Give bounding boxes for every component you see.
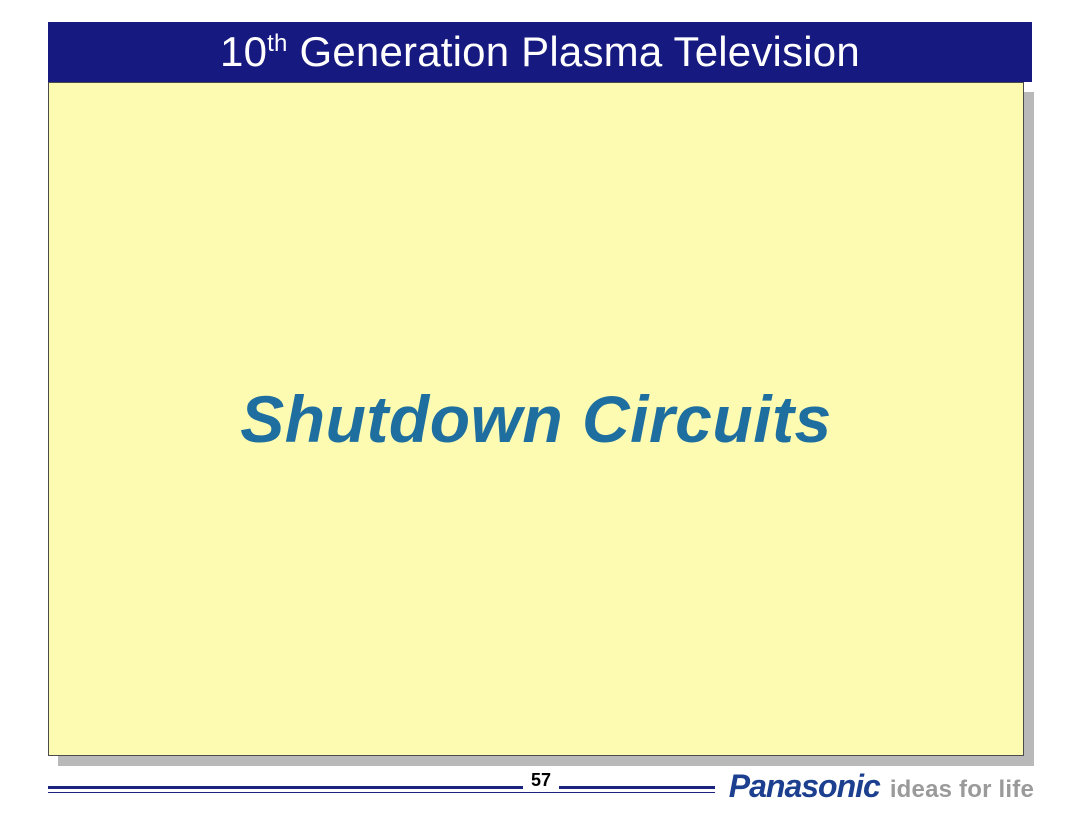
brand-name: Panasonic bbox=[729, 768, 880, 805]
title-suffix: Generation Plasma Television bbox=[288, 28, 860, 75]
page-number-value: 57 bbox=[523, 770, 559, 790]
brand-block: Panasonic ideas for life bbox=[715, 768, 1034, 805]
brand-tagline: ideas for life bbox=[890, 776, 1034, 804]
title-prefix: 10 bbox=[220, 28, 267, 75]
title-bar: 10th Generation Plasma Television bbox=[48, 22, 1032, 82]
title-text: 10th Generation Plasma Television bbox=[220, 28, 860, 76]
title-superscript: th bbox=[267, 30, 287, 57]
footer: 57 Panasonic ideas for life bbox=[48, 782, 1034, 826]
main-heading: Shutdown Circuits bbox=[49, 381, 1023, 457]
body-box: Shutdown Circuits bbox=[48, 82, 1024, 756]
slide: Shutdown Circuits 10th Generation Plasma… bbox=[48, 22, 1032, 782]
